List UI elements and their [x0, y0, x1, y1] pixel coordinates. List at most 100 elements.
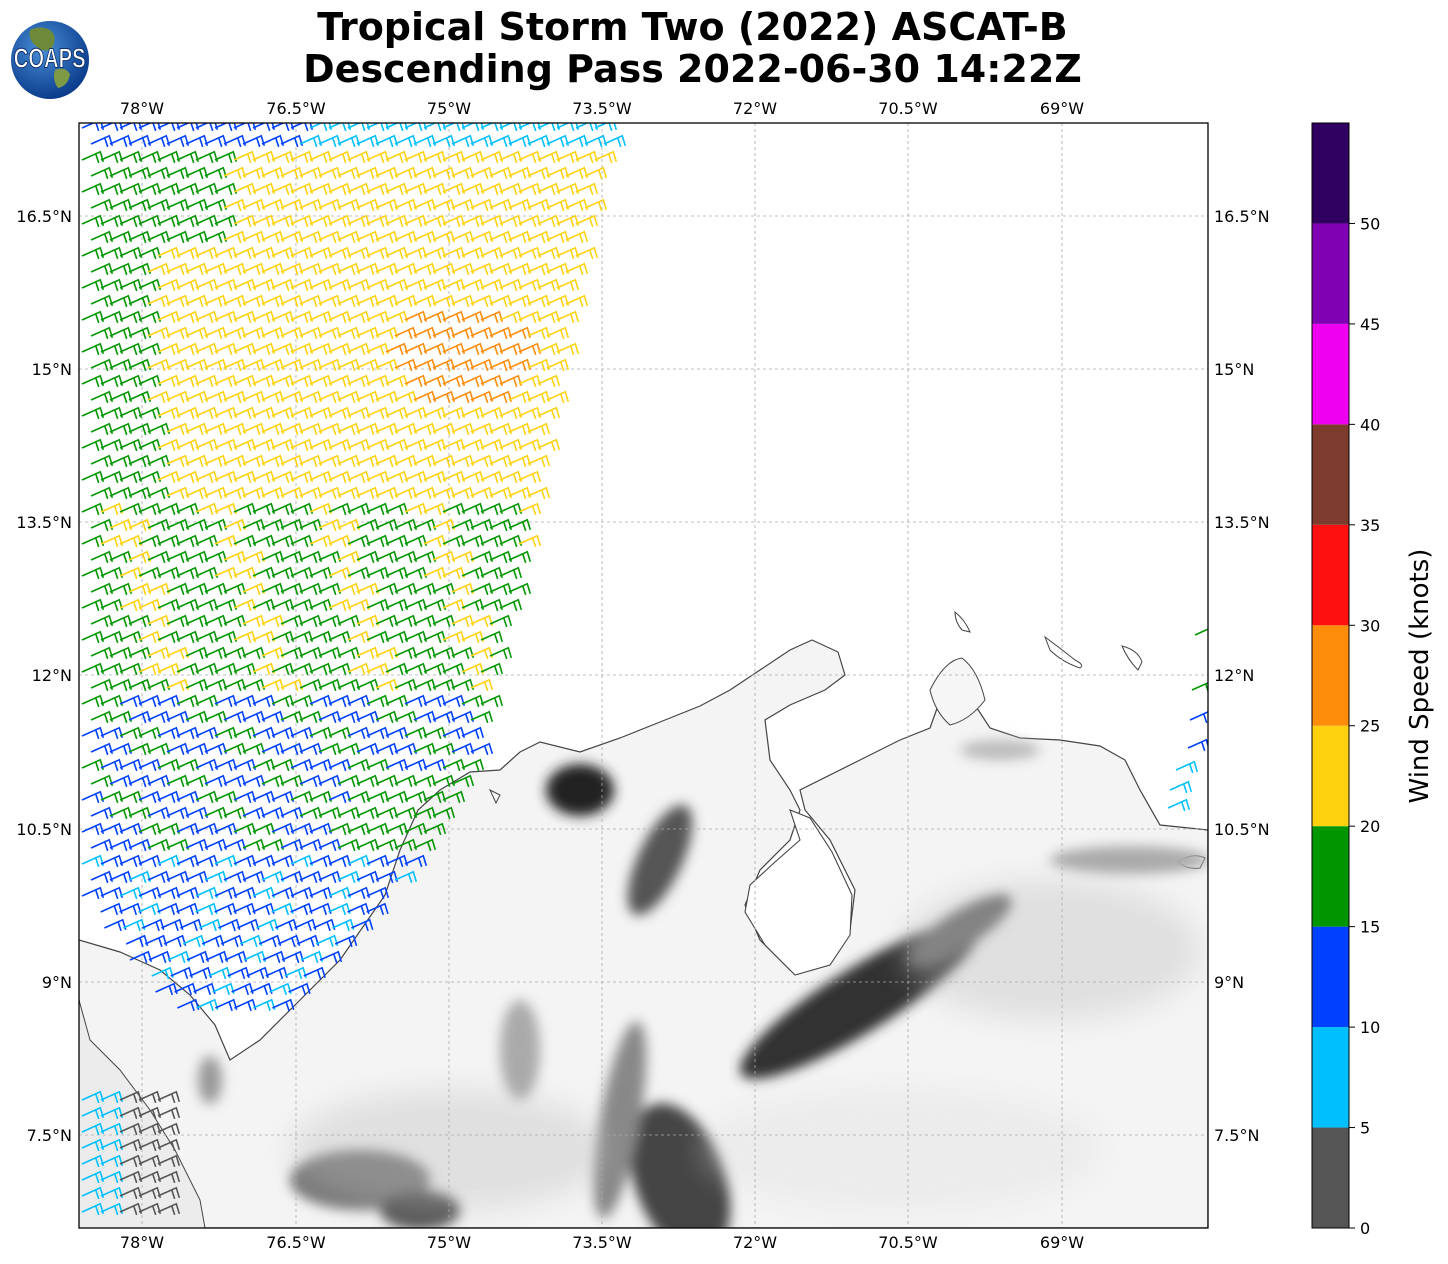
wind-barb [299, 838, 323, 852]
wind-barb [81, 214, 105, 228]
lat-tick-label: 7.5°N [27, 1126, 72, 1145]
wind-barb [451, 198, 475, 212]
wind-barb [394, 326, 418, 340]
wind-barb [375, 582, 399, 596]
lon-tick-label: 70.5°W [878, 99, 938, 118]
wind-barb [166, 678, 190, 692]
wind-barb [337, 518, 361, 532]
wind-barb [214, 150, 238, 164]
wind-barb [223, 774, 247, 788]
lon-tick-label: 73.5°W [572, 99, 632, 118]
wind-barb [356, 486, 380, 500]
wind-barb [347, 886, 371, 900]
wind-barb [309, 182, 333, 196]
wind-barb [356, 518, 380, 532]
wind-barb [119, 790, 143, 804]
wind-barb [166, 262, 190, 276]
wind-barb [128, 710, 152, 724]
wind-barb [423, 726, 447, 740]
wind-barb [470, 294, 494, 308]
wind-barb [337, 390, 361, 404]
wind-barb [442, 150, 466, 164]
wind-barb [337, 806, 361, 820]
wind-barb [451, 166, 475, 180]
wind-barb [223, 806, 247, 820]
wind-barb [157, 566, 181, 580]
wind-barb [237, 918, 260, 932]
wind-barb [480, 150, 504, 164]
wind-barb [204, 582, 228, 596]
colorbar-segment [1312, 524, 1349, 626]
wind-barb [81, 470, 105, 484]
wind-barb [385, 214, 409, 228]
wind-barb [394, 166, 418, 180]
wind-barb [451, 550, 475, 564]
wind-barb [508, 550, 532, 564]
wind-barb [413, 550, 437, 564]
colorbar-tick-label: 40 [1360, 415, 1380, 434]
wind-barb [185, 358, 209, 372]
wind-barb [489, 646, 513, 660]
wind-barb [375, 358, 399, 372]
wind-barb [109, 198, 133, 212]
wind-barb [385, 406, 409, 420]
wind-barb [385, 470, 409, 484]
wind-barb [332, 918, 355, 932]
wind-barb [413, 710, 437, 724]
wind-barb [90, 710, 114, 724]
wind-barb [356, 774, 380, 788]
wind-barb [470, 678, 494, 692]
wind-barb [195, 886, 219, 900]
wind-barb [556, 150, 580, 164]
wind-barb [119, 1170, 143, 1184]
wind-barb [176, 758, 200, 772]
wind-barb [185, 198, 209, 212]
wind-barb [81, 662, 105, 676]
wind-barb [309, 246, 333, 260]
wind-barb [313, 918, 336, 932]
wind-barb [271, 598, 295, 612]
wind-barb [565, 294, 589, 308]
wind-barb [252, 182, 276, 196]
wind-barb [138, 886, 162, 900]
wind-barb [318, 454, 342, 468]
wind-barb [299, 230, 323, 244]
wind-barb [100, 374, 124, 388]
wind-barb [271, 566, 295, 580]
wind-barb [366, 598, 390, 612]
lon-tick-label: 75°W [427, 1233, 471, 1252]
wind-barb [90, 806, 114, 820]
wind-barb [280, 262, 304, 276]
wind-barb [366, 278, 390, 292]
wind-barb [499, 214, 523, 228]
wind-barb [252, 662, 276, 676]
wind-barb [290, 758, 314, 772]
wind-barb [147, 774, 171, 788]
wind-barb [195, 854, 219, 868]
wind-barb [1187, 738, 1208, 752]
wind-barb [177, 998, 200, 1012]
wind-barb [261, 646, 285, 660]
wind-barb [442, 374, 466, 388]
wind-barb [280, 582, 304, 596]
wind-barb [518, 278, 542, 292]
wind-barb [375, 518, 399, 532]
wind-barb [90, 774, 114, 788]
wind-barb [176, 726, 200, 740]
wind-barb [366, 630, 390, 644]
wind-barb [204, 262, 228, 276]
wind-barb [470, 742, 494, 756]
wind-barb [119, 1202, 143, 1216]
wind-barb [125, 934, 149, 948]
terrain-lowland [290, 880, 1200, 1210]
wind-barb [233, 406, 257, 420]
wind-barb [546, 390, 570, 404]
wind-barb [100, 662, 124, 676]
wind-barb [269, 982, 292, 996]
wind-barb [280, 486, 304, 500]
wind-barb [296, 934, 320, 948]
wind-barb [337, 326, 361, 340]
wind-barb [281, 950, 305, 964]
wind-barb [347, 374, 371, 388]
wind-barb [204, 614, 228, 628]
